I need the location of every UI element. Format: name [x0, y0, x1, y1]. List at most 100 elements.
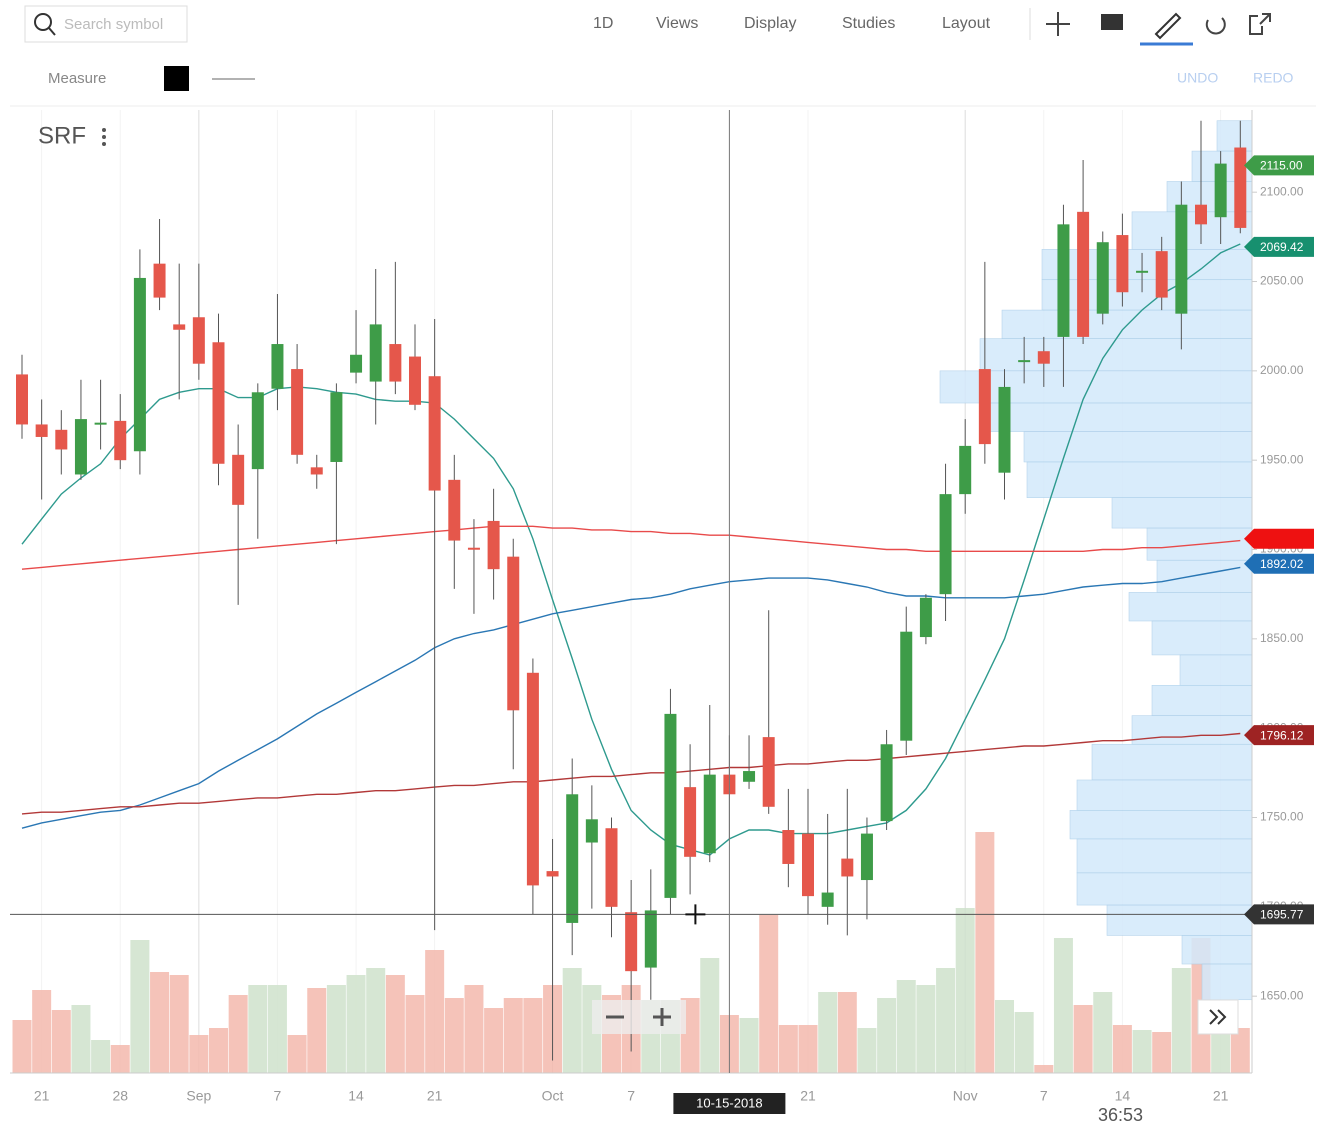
profile-bar [1131, 715, 1253, 745]
x-tick-label: Nov [953, 1088, 978, 1104]
profile-bar [1041, 249, 1253, 281]
volume-bar [464, 985, 484, 1073]
candle-body [487, 520, 500, 570]
profile-bar [1128, 592, 1253, 622]
symbol-title: SRF [38, 122, 86, 149]
candle-body [1096, 242, 1109, 314]
volume-bar [798, 1025, 818, 1073]
crosshair-date: 10-15-2018 [696, 1095, 763, 1110]
candle-body [978, 369, 991, 445]
volume-bar [51, 1010, 71, 1073]
profile-bar [1156, 559, 1253, 593]
candle-body [802, 833, 814, 897]
x-tick-label: 21 [34, 1088, 50, 1104]
volume-bar [1171, 968, 1191, 1073]
profile-bar [1076, 872, 1253, 906]
volume-bar [995, 1000, 1014, 1073]
crosshair-tool[interactable] [1046, 12, 1070, 36]
candle-body [821, 892, 834, 907]
symbol-menu[interactable] [102, 128, 106, 132]
candle-body [369, 324, 382, 382]
candle-body [291, 369, 304, 455]
volume-bar [32, 990, 52, 1073]
candle-body [114, 420, 127, 461]
profile-bar [1111, 497, 1253, 529]
price-tag [1244, 528, 1314, 549]
price-tag [1244, 236, 1314, 257]
symbol-menu [102, 142, 106, 146]
candle-body [428, 376, 441, 491]
average-line [21, 566, 1241, 829]
undo-button[interactable]: UNDO [1177, 70, 1218, 86]
search-box[interactable] [24, 5, 188, 43]
menu-display[interactable]: Display [744, 15, 796, 32]
volume-bar [1034, 1065, 1054, 1073]
menu-views[interactable]: Views [656, 15, 698, 32]
profile-bar [979, 338, 1253, 372]
x-tick-label: 7 [627, 1088, 635, 1104]
candle-body [605, 828, 618, 907]
volume-bar [307, 988, 327, 1073]
candle-body [1234, 147, 1247, 228]
candle-body [251, 392, 264, 470]
volume-bar [425, 950, 445, 1073]
candle-body [703, 774, 716, 854]
search-icon [48, 27, 56, 36]
price-tag-label: 1892.02 [1260, 557, 1304, 571]
profile-bar [1023, 431, 1253, 463]
zoom-in[interactable] [653, 1008, 671, 1026]
volume-bar [857, 1028, 877, 1073]
candle-body [998, 386, 1011, 473]
volume-bar [1152, 1032, 1172, 1073]
popout-tool[interactable] [1249, 13, 1271, 35]
candle-body [55, 429, 68, 450]
profile-bar [1151, 684, 1253, 716]
candle-body [919, 597, 932, 638]
candle-body [625, 912, 638, 972]
volume-bar [326, 985, 346, 1073]
volume-bar [287, 1035, 307, 1073]
profile-bar [1131, 211, 1253, 250]
candle-body [153, 263, 166, 298]
profile-bar [979, 402, 1253, 432]
candle-body [448, 479, 461, 541]
profile-bar [1181, 935, 1253, 965]
y-tick-label: 1950.00 [1260, 452, 1304, 466]
price-tag [1244, 725, 1314, 746]
color-swatch[interactable] [164, 66, 189, 91]
reset-tool[interactable] [1205, 17, 1226, 35]
candle-body [644, 910, 657, 968]
redo-button[interactable]: REDO [1253, 70, 1294, 86]
candle-body [880, 744, 893, 822]
volume-bar [975, 832, 995, 1073]
interval-button[interactable]: 1D [593, 15, 613, 32]
volume-bar [837, 992, 857, 1073]
profile-bar [1041, 279, 1253, 311]
price-tag-label: 1695.77 [1260, 908, 1304, 922]
profile-bar [1091, 743, 1253, 781]
menu-studies[interactable]: Studies [842, 15, 895, 32]
candle-body [1155, 251, 1168, 298]
x-tick-label: 7 [1040, 1088, 1048, 1104]
menu-layout[interactable]: Layout [942, 15, 991, 32]
measure-button[interactable]: Measure [48, 70, 106, 87]
search-icon [34, 13, 52, 31]
candle-body [350, 354, 363, 373]
volume-bar [1211, 1025, 1231, 1073]
y-tick-label: 2000.00 [1260, 363, 1304, 377]
price-tag-label: 2069.42 [1260, 240, 1304, 254]
y-tick-label: 1750.00 [1260, 810, 1304, 824]
candle-body [16, 374, 28, 425]
price-tag [1244, 553, 1314, 574]
volume-bar [12, 1020, 32, 1073]
candle-body [841, 858, 854, 877]
comment-tool[interactable] [1101, 14, 1123, 30]
candle-body [74, 419, 87, 475]
volume-bar [1053, 938, 1073, 1073]
scroll-end-icon [1209, 1009, 1227, 1025]
draw-tool[interactable] [1154, 12, 1182, 40]
x-tick-label: 14 [348, 1088, 364, 1104]
price-tag-label: 1796.12 [1260, 728, 1304, 742]
price-tag [1244, 155, 1314, 176]
candle-body [232, 454, 245, 505]
